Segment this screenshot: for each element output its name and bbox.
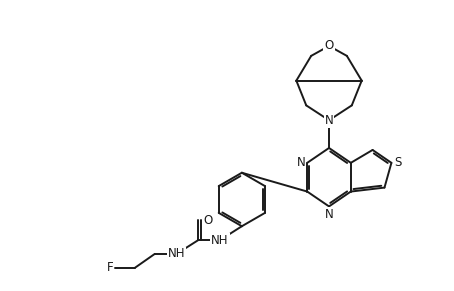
Text: O: O (203, 214, 212, 227)
Text: NH: NH (211, 234, 229, 246)
Text: F: F (107, 261, 113, 274)
Text: S: S (395, 156, 402, 169)
Text: N: N (296, 156, 305, 169)
Text: N: N (325, 114, 333, 127)
Text: N: N (325, 208, 333, 221)
Text: NH: NH (168, 247, 185, 260)
Text: O: O (325, 40, 334, 52)
